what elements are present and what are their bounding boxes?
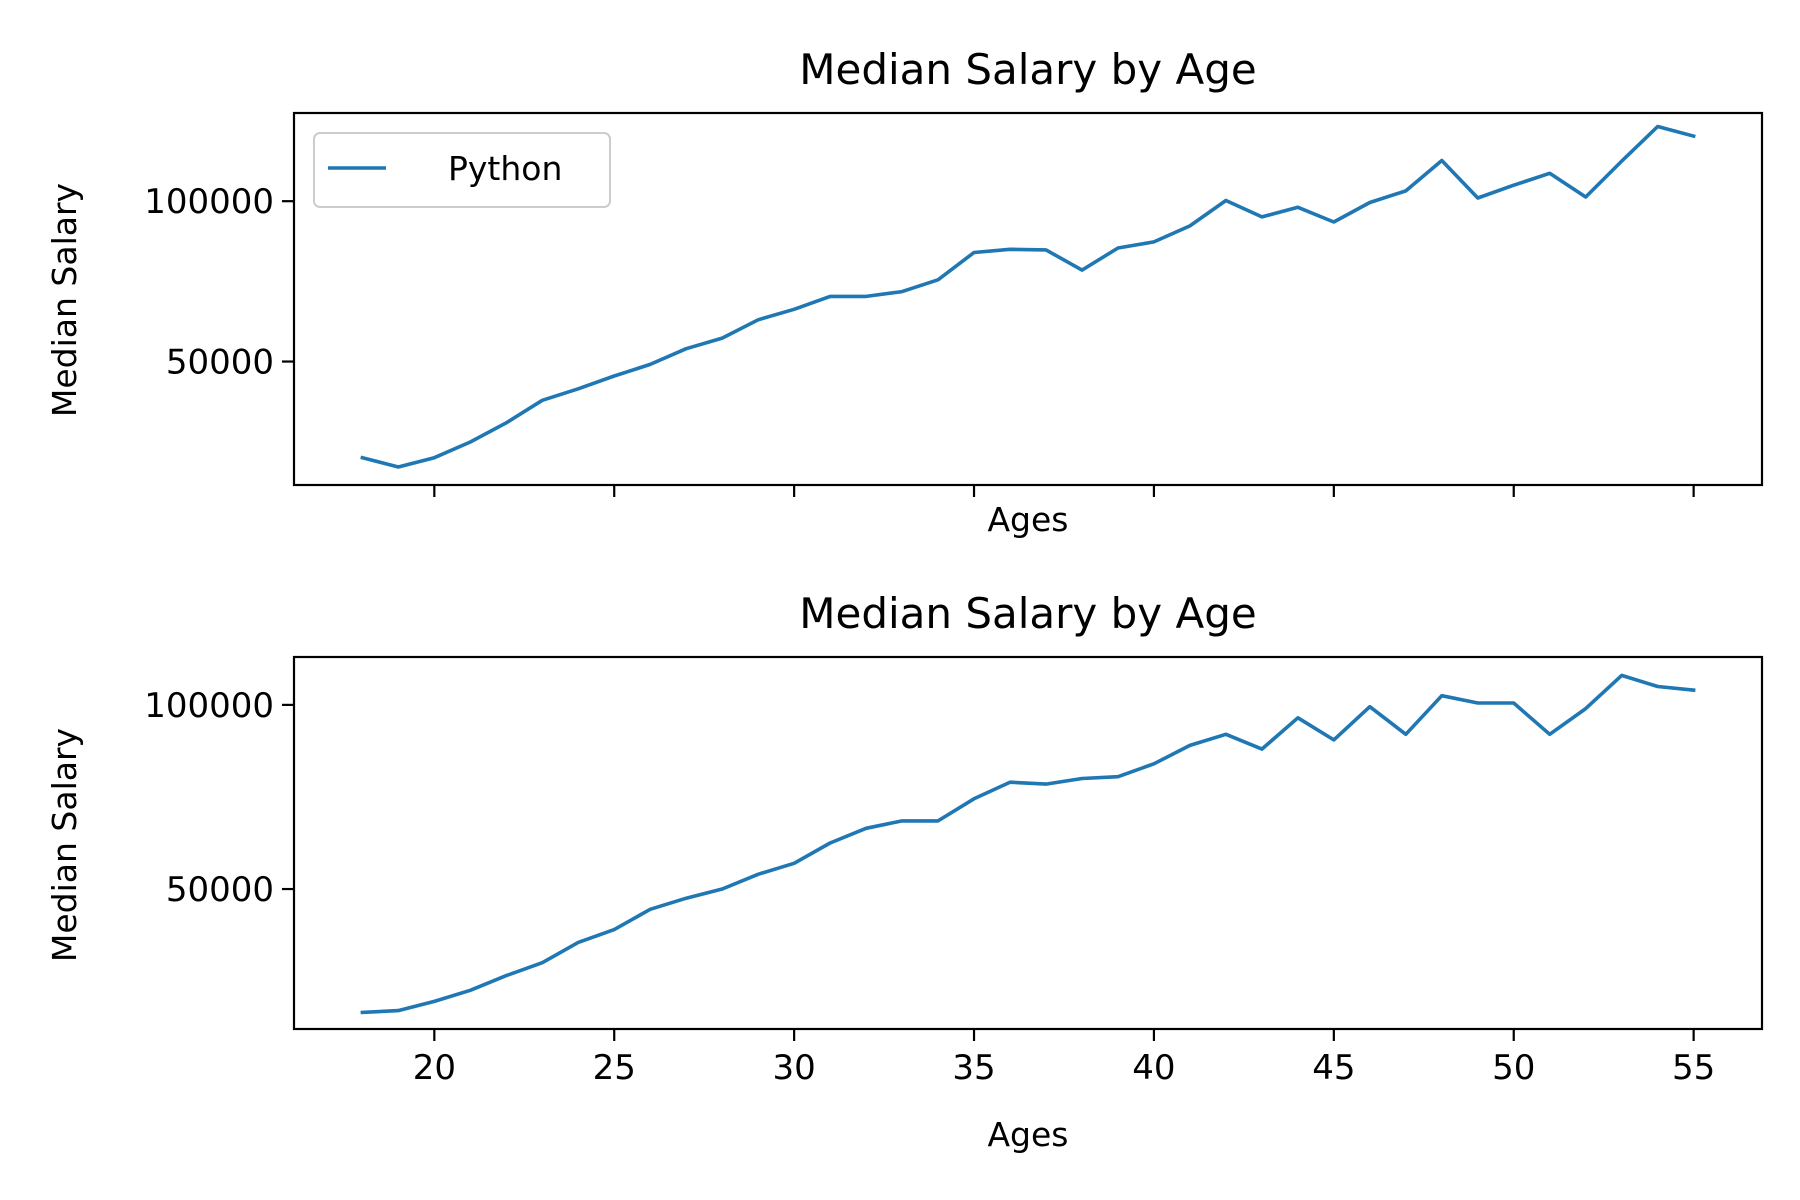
top-ticks: 50000 100000 [144, 182, 1695, 497]
top-y-axis-label: Median Salary [45, 183, 84, 417]
top-plot-frame [292, 111, 1764, 487]
y-tick-label: 50000 [166, 343, 274, 383]
x-tick-label: 55 [1672, 1048, 1715, 1088]
top-chart-title: Median Salary by Age [799, 45, 1257, 94]
x-tick-label: 30 [772, 1048, 815, 1088]
x-tick-label: 20 [413, 1048, 456, 1088]
legend-box [313, 132, 611, 208]
bottom-subplot: Median Salary by Age Ages Median Salary … [45, 589, 1764, 1154]
x-tick-label: 25 [593, 1048, 636, 1088]
legend-python-label: Python [448, 149, 562, 188]
bottom-series-lines [360, 673, 1696, 1015]
bottom-ticks: 20 25 30 35 40 45 50 55 50000 100000 [144, 686, 1715, 1088]
x-tick-label: 40 [1132, 1048, 1175, 1088]
top-subplot: Median Salary by Age Ages Median Salary … [45, 45, 1764, 539]
top-series-lines [360, 124, 1696, 469]
bottom-y-axis-label: Median Salary [45, 728, 84, 962]
top-legend: Python [313, 132, 611, 208]
top-x-axis-label: Ages [987, 500, 1068, 539]
x-tick-label: 45 [1312, 1048, 1355, 1088]
series-line-python [360, 124, 1696, 469]
series-line-series-0 [360, 673, 1696, 1015]
bottom-x-axis-label: Ages [987, 1115, 1068, 1154]
y-tick-label: 100000 [144, 182, 274, 222]
bottom-chart-title: Median Salary by Age [799, 589, 1257, 638]
x-tick-label: 35 [952, 1048, 995, 1088]
x-tick-label: 50 [1492, 1048, 1535, 1088]
y-tick-label: 100000 [144, 686, 274, 726]
y-tick-label: 50000 [166, 870, 274, 910]
bottom-plot-frame [292, 655, 1764, 1031]
